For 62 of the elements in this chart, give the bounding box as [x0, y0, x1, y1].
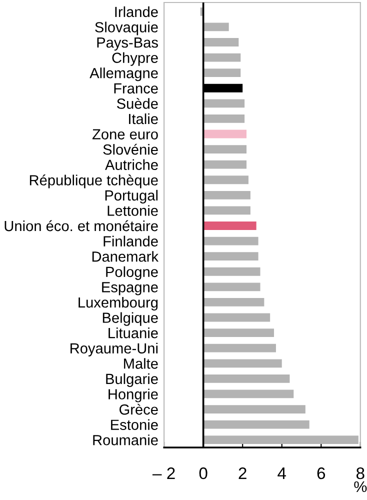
y-tick-label: Lettonie — [108, 205, 158, 216]
bar — [203, 298, 264, 306]
bar — [203, 359, 282, 368]
y-tick-label: Lituanie — [108, 328, 158, 338]
bar — [203, 53, 241, 62]
y-tick-label: République tchèque — [30, 174, 158, 188]
bar — [203, 390, 294, 398]
y-tick-label: Finlande — [104, 236, 158, 246]
x-tick-label: 0 — [199, 467, 208, 480]
y-tick-label: Allemagne — [90, 68, 158, 82]
bar — [203, 99, 245, 108]
y-tick-label: Roumanie — [93, 434, 158, 446]
y-tick-label: Slovaquie — [95, 22, 158, 36]
y-tick-label: Pays-Bas — [97, 38, 158, 51]
x-tick-label: – 2 — [152, 467, 175, 480]
bar — [203, 190, 250, 200]
y-tick-label: Hongrie — [108, 388, 158, 402]
bar — [203, 236, 258, 246]
y-tick-label: Slovénie — [103, 144, 158, 155]
y-tick-label: Irlande — [115, 6, 158, 18]
bar — [203, 344, 276, 352]
bar — [203, 176, 248, 184]
bar — [203, 130, 247, 138]
y-tick-label: Pologne — [106, 266, 158, 280]
bar — [203, 22, 229, 32]
x-tick-label: 4 — [278, 468, 286, 480]
bar — [203, 420, 310, 429]
y-tick-label: Suède — [116, 98, 158, 109]
bar — [203, 222, 256, 230]
y-tick-label: France — [114, 83, 158, 94]
bar — [203, 328, 274, 338]
bar — [203, 114, 245, 123]
bar — [203, 160, 247, 169]
y-tick-label: Union éco. et monétaire — [4, 220, 158, 232]
y-tick-label: Chypre — [112, 52, 158, 66]
bar — [203, 68, 241, 78]
x-tick-label: 8 — [356, 467, 364, 480]
bar — [203, 405, 306, 414]
y-tick-label: Belgique — [102, 312, 158, 326]
bar — [203, 282, 260, 292]
y-tick-label: Malte — [124, 358, 158, 369]
x-tick-label: 2 — [238, 467, 246, 480]
bar — [203, 374, 290, 383]
x-axis-title: % — [354, 481, 367, 492]
bar — [203, 313, 270, 322]
y-tick-label: Italie — [129, 113, 158, 124]
y-tick-label: Espagne — [102, 282, 158, 296]
bar — [203, 145, 247, 154]
y-tick-label: Portugal — [105, 190, 158, 204]
bar — [203, 252, 258, 261]
y-tick-label: Danemark — [92, 251, 159, 262]
x-tick-label: 6 — [317, 467, 326, 480]
y-tick-label: Zone euro — [92, 129, 158, 140]
bar — [203, 38, 239, 46]
y-tick-label: Grèce — [120, 404, 158, 415]
y-tick-label: Luxembourg — [78, 296, 158, 311]
bar — [203, 206, 250, 215]
y-tick-label: Estonie — [111, 419, 158, 430]
y-tick-label: Autriche — [105, 159, 158, 170]
y-tick-label: Bulgarie — [106, 373, 158, 387]
bar — [203, 267, 260, 276]
y-tick-label: Royaume-Uni — [70, 342, 158, 356]
